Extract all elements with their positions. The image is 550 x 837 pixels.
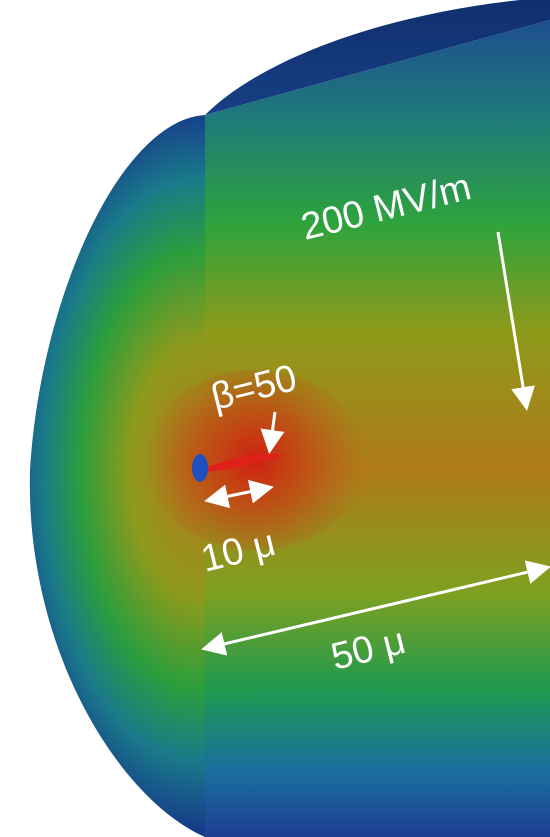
field-render: 200 MV/m β=50 10 μ 50 μ <box>0 0 550 837</box>
page: 200 MV/m β=50 10 μ 50 μ (() => { const d… <box>0 0 550 837</box>
tip-base <box>192 454 208 482</box>
